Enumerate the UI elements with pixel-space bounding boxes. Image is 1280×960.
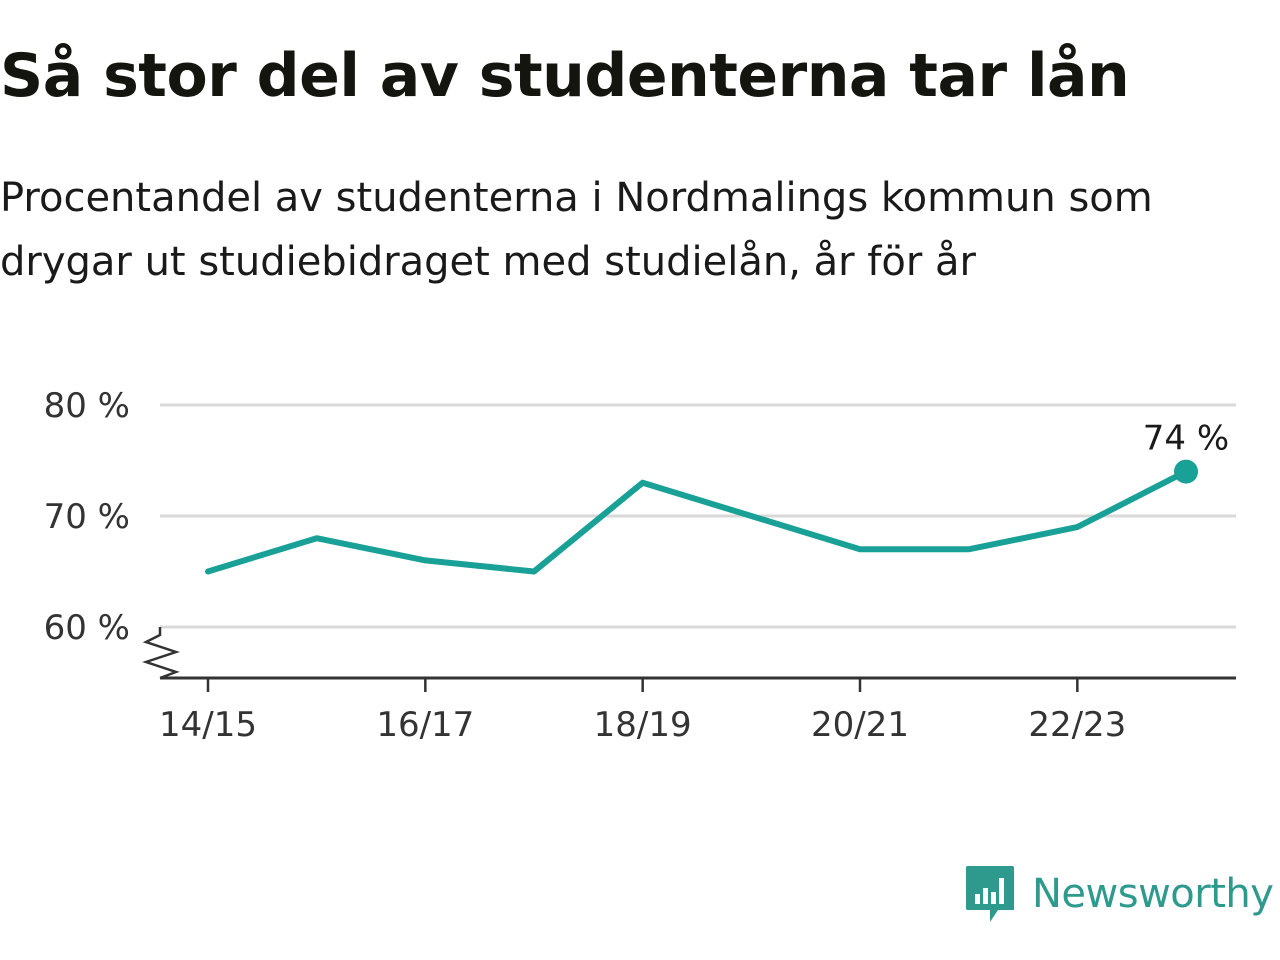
series-layer: [205, 459, 1198, 575]
chart-subtitle: Procentandel av studenterna i Nordmaling…: [0, 166, 1280, 294]
y-tick-label-60: 60 %: [44, 608, 130, 648]
subtitle-line-2: drygar ut studiebidraget med studielån, …: [0, 239, 976, 285]
axes: [142, 627, 1236, 692]
y-tick-label-70: 70 %: [44, 497, 130, 537]
grid-lines: [160, 403, 1236, 629]
subtitle-line-1: Procentandel av studenterna i Nordmaling…: [0, 175, 1153, 221]
x-tick-label-14-15: 14/15: [159, 705, 257, 745]
labels-layer: 60 % 70 % 80 % 14/15 16/17 18/19 20/21 22/23 74 …: [44, 386, 1230, 745]
data-point-23-24: [1174, 459, 1198, 484]
x-tick-label-22-23: 22/23: [1028, 705, 1126, 745]
end-value-label: 74 %: [1143, 419, 1229, 459]
x-tick-label-16-17: 16/17: [376, 705, 474, 745]
brand-name: Newsworthy: [1032, 871, 1274, 917]
x-tick-label-18-19: 18/19: [594, 705, 692, 745]
newsworthy-logo: Newsworthy: [964, 862, 1274, 926]
y-axis-break: [142, 627, 180, 680]
y-tick-label-80: 80 %: [44, 386, 130, 426]
x-tick-label-20-21: 20/21: [811, 705, 909, 745]
series-line-0: [205, 468, 1189, 575]
newsworthy-icon: [966, 866, 1014, 922]
chart-title: Så stor del av studenterna tar lån: [0, 41, 1130, 111]
